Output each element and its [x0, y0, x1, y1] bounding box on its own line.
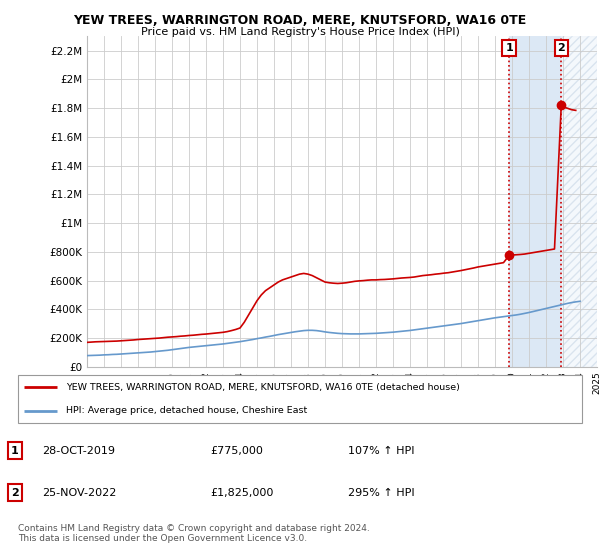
- Text: Contains HM Land Registry data © Crown copyright and database right 2024.
This d: Contains HM Land Registry data © Crown c…: [18, 524, 370, 543]
- Text: Price paid vs. HM Land Registry's House Price Index (HPI): Price paid vs. HM Land Registry's House …: [140, 27, 460, 37]
- Bar: [562, 36, 597, 367]
- Text: 107% ↑ HPI: 107% ↑ HPI: [348, 446, 415, 456]
- Text: £1,825,000: £1,825,000: [210, 488, 274, 498]
- Text: 2: 2: [557, 43, 565, 53]
- Bar: [562, 36, 597, 367]
- Text: 1: 1: [505, 43, 513, 53]
- Text: YEW TREES, WARRINGTON ROAD, MERE, KNUTSFORD, WA16 0TE (detached house): YEW TREES, WARRINGTON ROAD, MERE, KNUTSF…: [66, 382, 460, 391]
- Text: 28-OCT-2019: 28-OCT-2019: [42, 446, 115, 456]
- Text: 25-NOV-2022: 25-NOV-2022: [42, 488, 116, 498]
- Text: 295% ↑ HPI: 295% ↑ HPI: [348, 488, 415, 498]
- Bar: [509, 36, 562, 367]
- Text: 1: 1: [11, 446, 19, 456]
- Text: 2: 2: [11, 488, 19, 498]
- Text: HPI: Average price, detached house, Cheshire East: HPI: Average price, detached house, Ches…: [66, 407, 307, 416]
- Text: YEW TREES, WARRINGTON ROAD, MERE, KNUTSFORD, WA16 0TE: YEW TREES, WARRINGTON ROAD, MERE, KNUTSF…: [73, 14, 527, 27]
- Text: £775,000: £775,000: [210, 446, 263, 456]
